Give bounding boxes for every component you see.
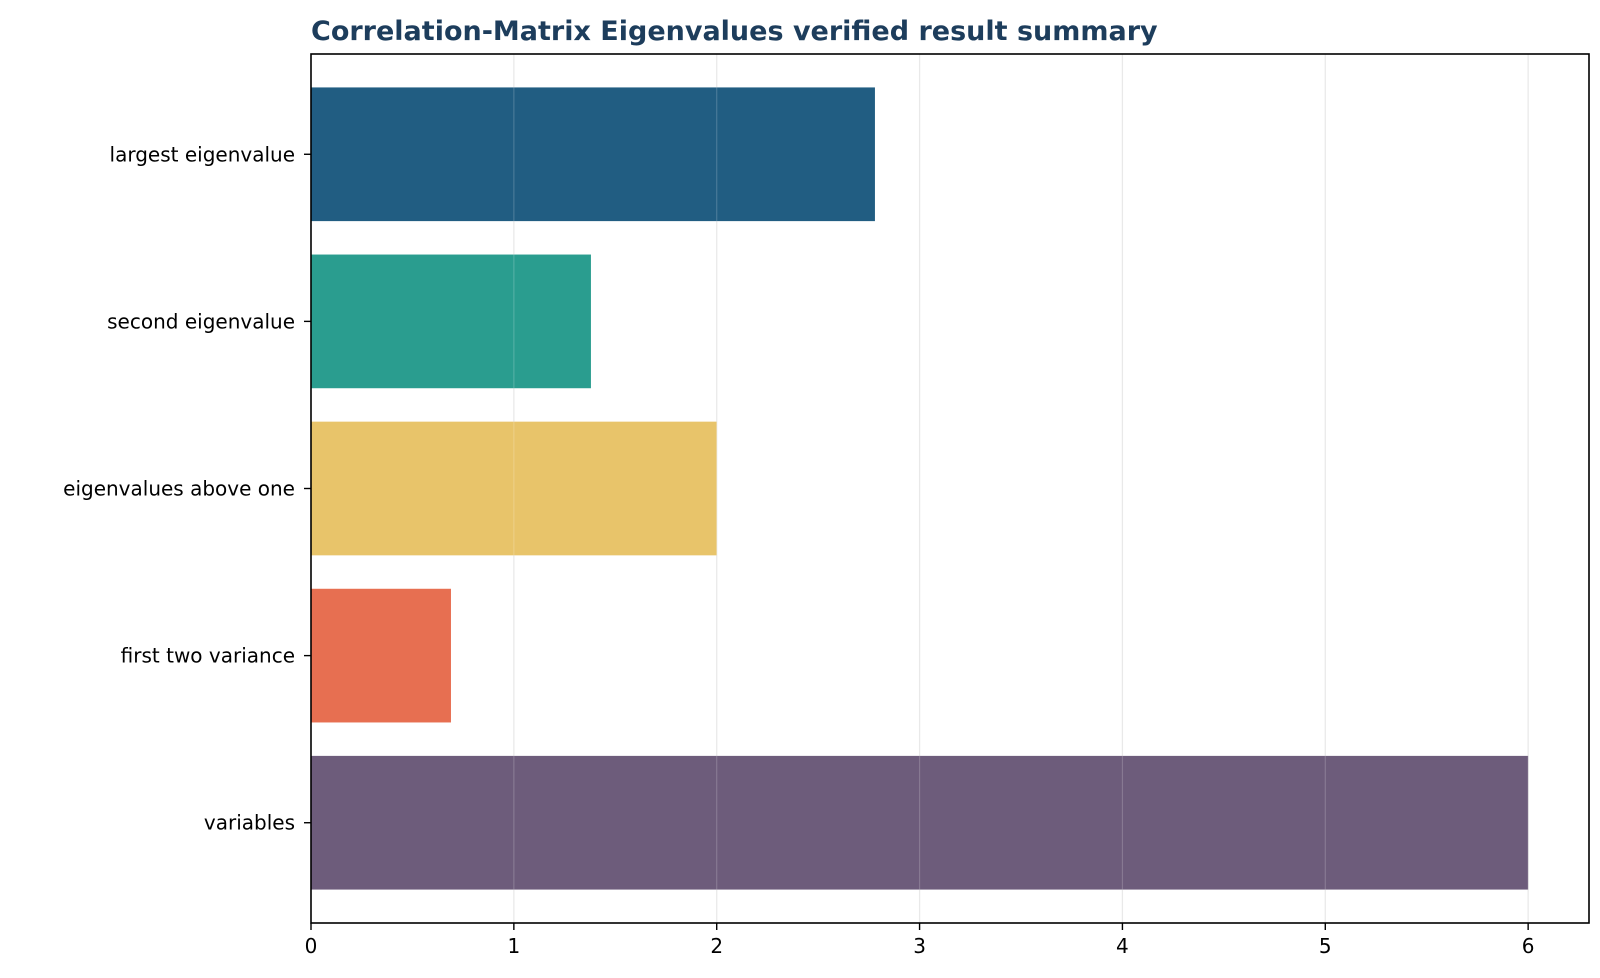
bar — [311, 588, 451, 723]
x-axis: 0 1 2 3 4 5 6 — [305, 923, 1535, 958]
category-label: variables — [204, 811, 295, 835]
bar — [311, 421, 717, 556]
bar — [311, 254, 591, 389]
x-tick-label: 4 — [1116, 934, 1129, 958]
x-tick-label: 5 — [1319, 934, 1332, 958]
x-tick-label: 1 — [507, 934, 520, 958]
y-axis: largest eigenvalue second eigenvalue eigen… — [63, 142, 311, 835]
chart-title: Correlation-Matrix Eigenvalues verified … — [311, 16, 1158, 47]
category-label: eigenvalues above one — [63, 477, 295, 501]
x-tick-label: 0 — [305, 934, 318, 958]
x-tick-label: 2 — [710, 934, 723, 958]
category-label: first two variance — [121, 644, 295, 668]
category-label: largest eigenvalue — [110, 142, 295, 166]
x-tick-label: 3 — [913, 934, 926, 958]
x-tick-label: 6 — [1522, 934, 1535, 958]
category-label: second eigenvalue — [107, 309, 295, 333]
bar — [311, 755, 1529, 890]
bars — [311, 54, 1529, 923]
bar — [311, 87, 875, 222]
